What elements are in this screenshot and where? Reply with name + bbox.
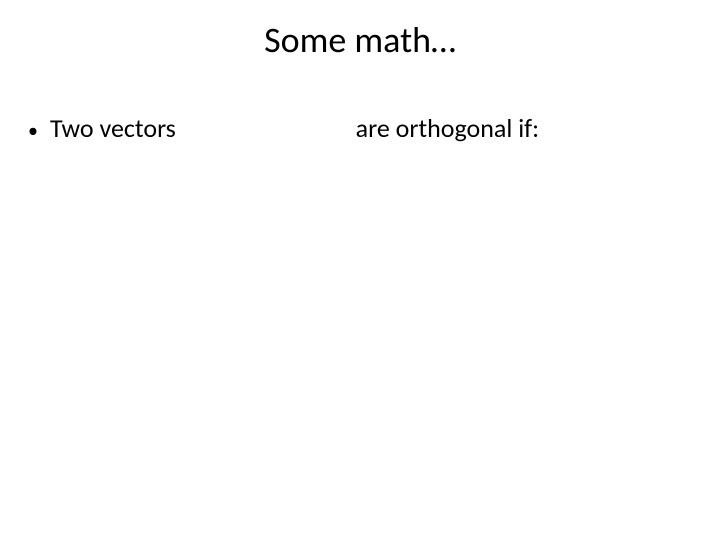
slide-content: • Two vectors are orthogonal if: xyxy=(0,112,720,146)
bullet-text-left: Two vectors xyxy=(50,112,176,144)
bullet-marker: • xyxy=(28,118,38,144)
bullet-text-right: are orthogonal if: xyxy=(356,112,539,144)
slide-container: Some math… • Two vectors are orthogonal … xyxy=(0,0,720,540)
bullet-text-wrapper: Two vectors are orthogonal if: xyxy=(50,112,539,146)
bullet-item: • Two vectors are orthogonal if: xyxy=(28,112,692,146)
slide-title: Some math… xyxy=(0,0,720,112)
